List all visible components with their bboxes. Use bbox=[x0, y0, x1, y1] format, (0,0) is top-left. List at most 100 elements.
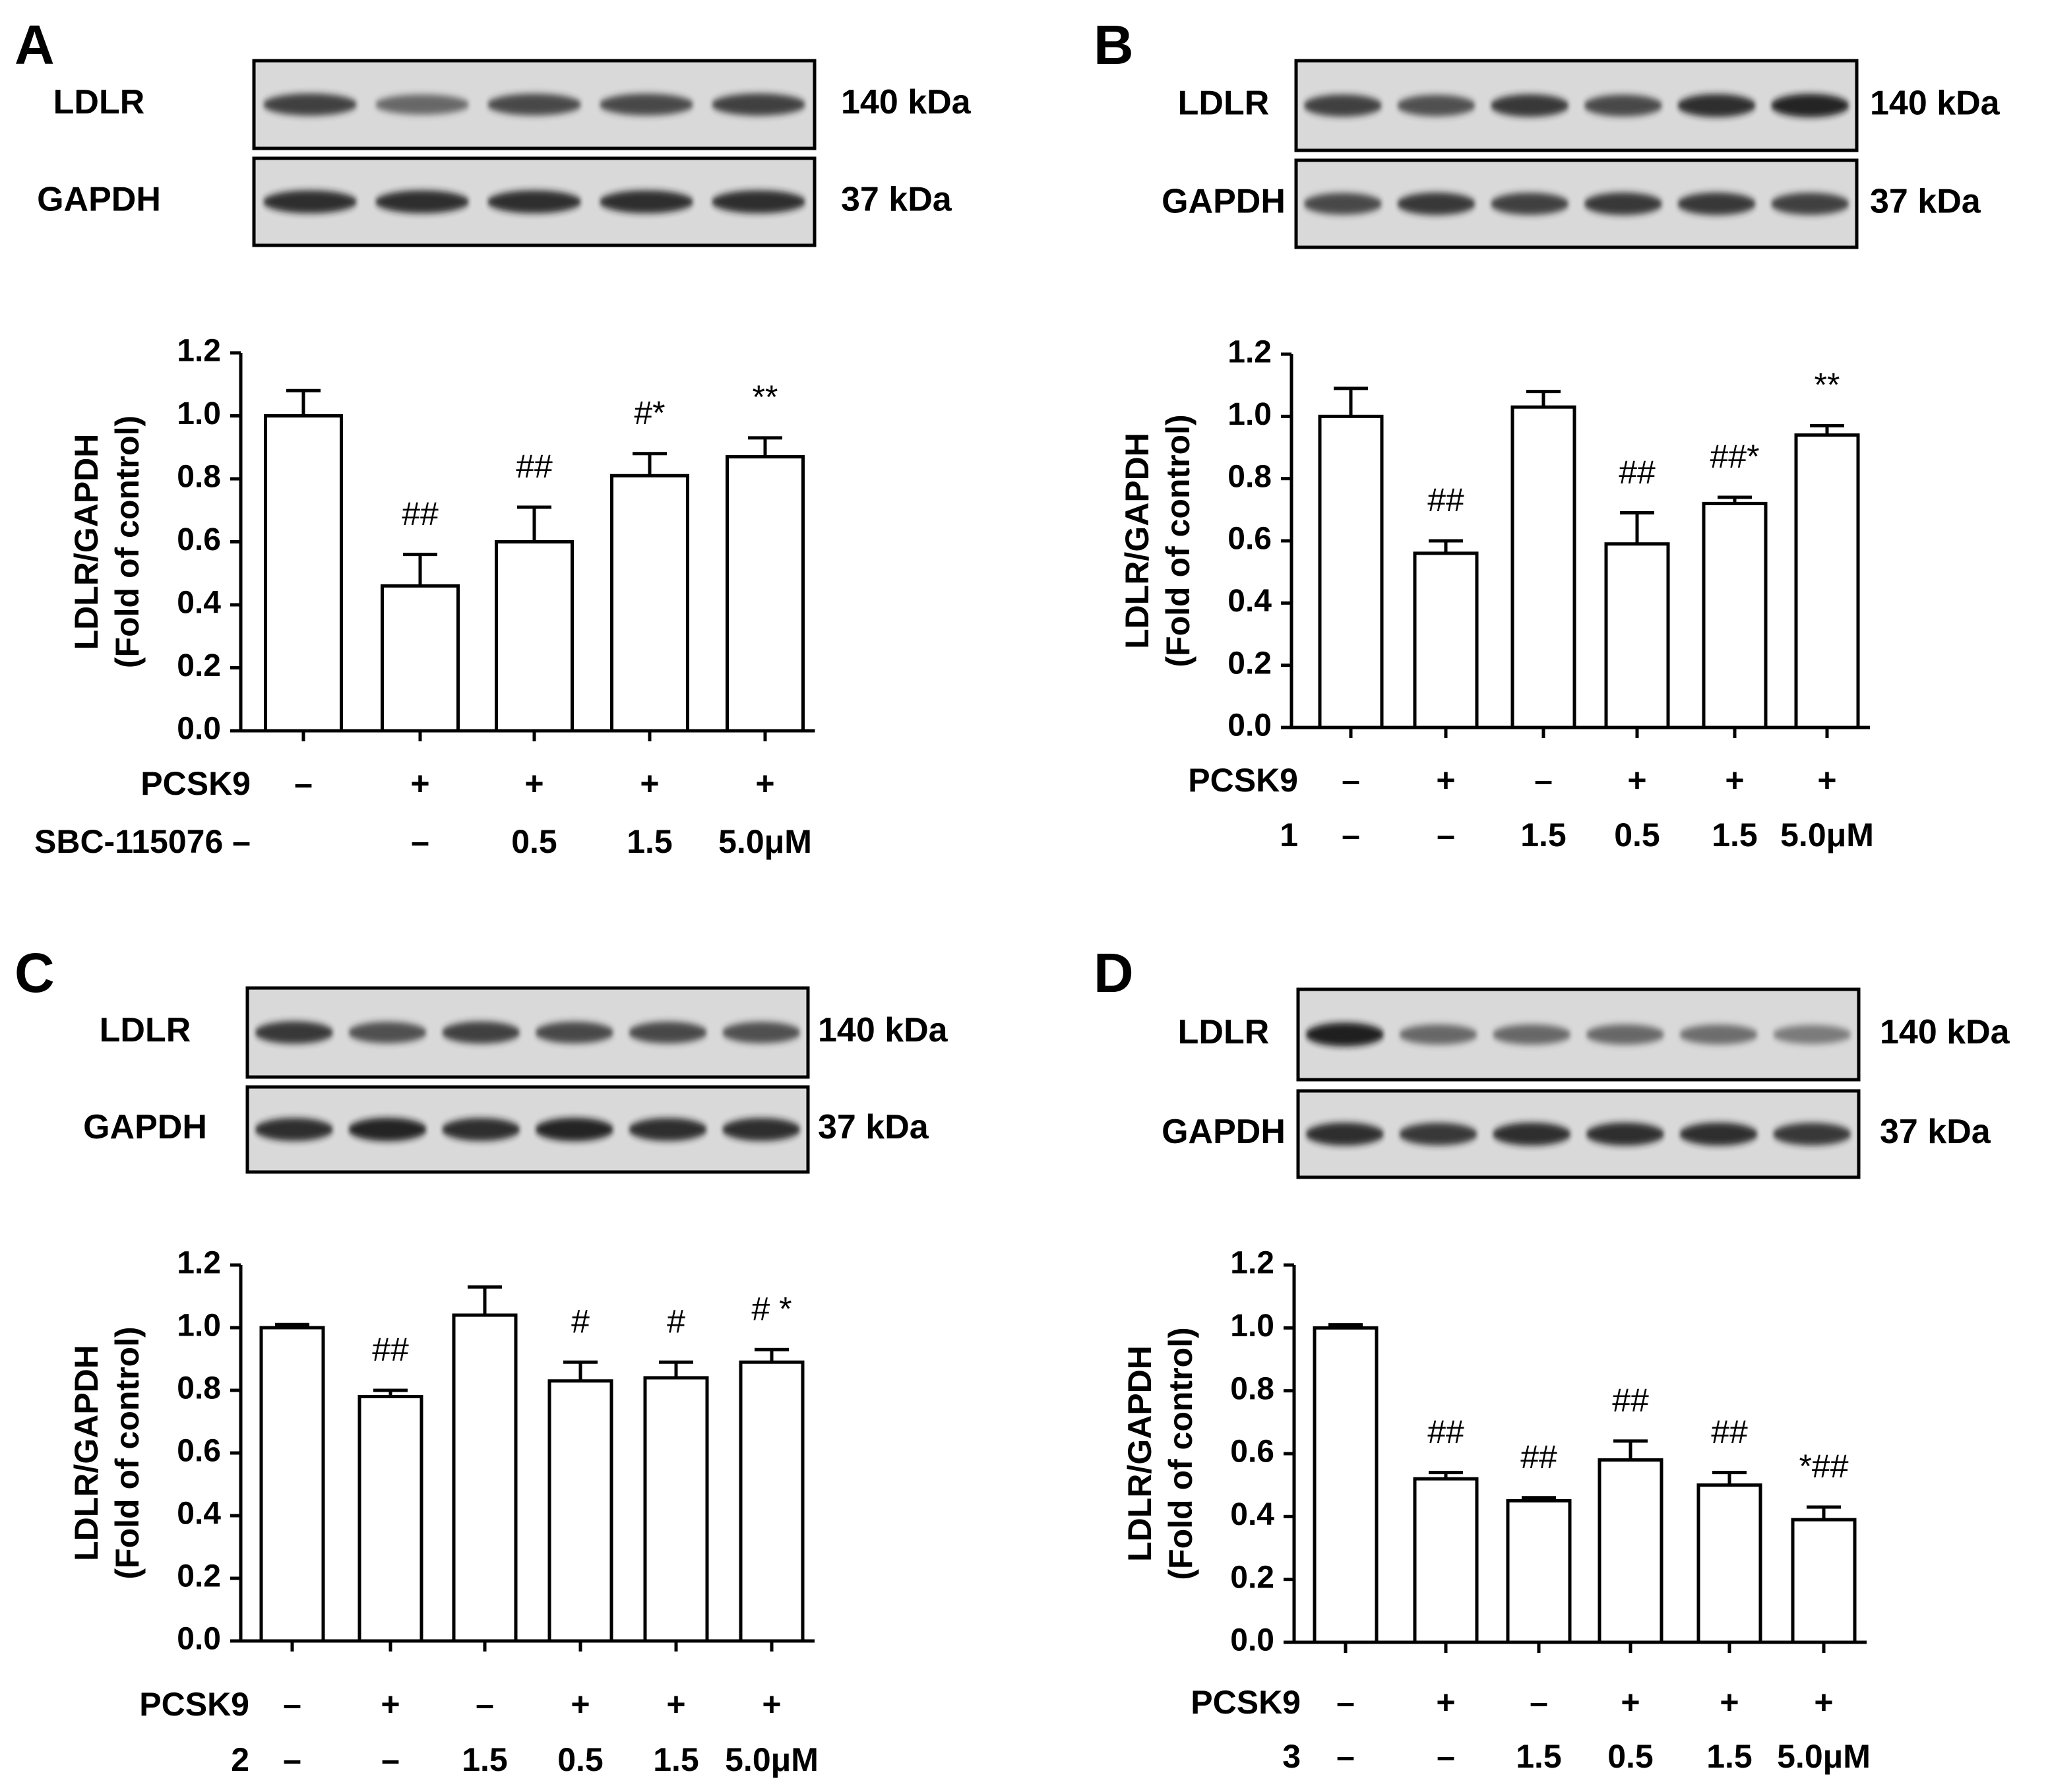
blot-band bbox=[1305, 1123, 1384, 1146]
bar bbox=[495, 540, 574, 733]
row-cell: 5.0μM bbox=[718, 823, 812, 860]
blot-band bbox=[1770, 193, 1849, 215]
row-label: PCSK9 bbox=[1188, 762, 1298, 799]
row-cell: + bbox=[1621, 1684, 1640, 1721]
blot-band bbox=[375, 190, 470, 214]
blot-band bbox=[348, 1117, 427, 1142]
y-axis-title-line-1: LDLR/GAPDH bbox=[68, 1345, 105, 1561]
row-label: PCSK9 bbox=[139, 1686, 249, 1723]
y-tick-label: 0.0 bbox=[177, 712, 221, 747]
row-cell: + bbox=[381, 1686, 400, 1723]
blot-band bbox=[1492, 1024, 1571, 1045]
y-tick-label: 0.2 bbox=[1227, 646, 1272, 681]
y-axis-title-line-1: LDLR/GAPDH bbox=[1119, 433, 1156, 649]
ldlr-label: LDLR bbox=[1178, 84, 1270, 123]
y-tick-label: 0.8 bbox=[1230, 1371, 1274, 1406]
row-cell: + bbox=[1627, 762, 1646, 799]
row-cell: 5.0μM bbox=[1777, 1738, 1871, 1775]
row-cell: – bbox=[1342, 762, 1360, 799]
row-cell: – bbox=[411, 823, 429, 860]
blot-band bbox=[1397, 192, 1475, 216]
blot-band bbox=[348, 1022, 427, 1043]
bar bbox=[357, 1395, 423, 1643]
y-tick-label: 0.6 bbox=[1230, 1435, 1274, 1469]
row-cell: + bbox=[1436, 762, 1455, 799]
ldlr-size-label: 140 kDa bbox=[1870, 84, 2001, 123]
y-tick-label: 0.0 bbox=[1230, 1623, 1274, 1658]
bar-chart: 0.0 0.2 0.4 0.6 0.8 1.0 1.2 LDLR/GAPDH (Fold of … bbox=[1121, 1246, 1871, 1776]
y-tick-label: 0.4 bbox=[177, 586, 221, 621]
row-cell: 1.5 bbox=[653, 1741, 699, 1778]
gapdh-size-label: 37 kDa bbox=[1880, 1113, 1991, 1151]
y-tick-label: 0.6 bbox=[177, 522, 221, 557]
row-cell: + bbox=[1814, 1684, 1833, 1721]
y-tick-label: 1.0 bbox=[177, 396, 221, 431]
y-axis-title: LDLR/GAPDH (Fold of control) bbox=[68, 416, 146, 668]
blot-band bbox=[1490, 193, 1569, 215]
blot-band bbox=[263, 93, 357, 116]
blot-band bbox=[1679, 1024, 1758, 1045]
ldlr-label: LDLR bbox=[100, 1011, 191, 1049]
ldlr-size-label: 140 kDa bbox=[841, 83, 972, 121]
compound-row: SBC-115076 – – 0.5 1.5 5.0μM bbox=[34, 823, 812, 860]
y-tick-label: 0.2 bbox=[1230, 1560, 1274, 1595]
ldlr-blot: LDLR 140 kDa bbox=[1178, 59, 2001, 152]
blot-band bbox=[722, 1022, 801, 1043]
row-cell: + bbox=[571, 1686, 590, 1723]
row-cell: + bbox=[1436, 1684, 1455, 1721]
blot-band bbox=[487, 94, 582, 115]
blot-band bbox=[1492, 1123, 1571, 1146]
gapdh-label: GAPDH bbox=[1162, 1113, 1286, 1151]
blot-band bbox=[1770, 94, 1849, 117]
y-tick-label: 0.6 bbox=[1227, 522, 1272, 557]
blot-band bbox=[441, 1118, 520, 1141]
row-label: 1 bbox=[1280, 817, 1298, 853]
significance-marker: #* bbox=[634, 394, 665, 431]
blot-band bbox=[1303, 193, 1382, 215]
significance-marker: ** bbox=[753, 379, 778, 416]
bar-chart: 0.0 0.2 0.4 0.6 0.8 1.0 1.2 LDLR/GAPDH (Fold of … bbox=[68, 1246, 819, 1779]
blot-band bbox=[255, 1118, 334, 1141]
blot-band bbox=[599, 94, 694, 115]
y-tick-label: 1.2 bbox=[1227, 335, 1272, 370]
significance-marker: *## bbox=[1799, 1448, 1848, 1485]
row-cell: 1.5 bbox=[1712, 817, 1758, 853]
y-axis-title-line-2: (Fold of control) bbox=[109, 1326, 146, 1579]
bar bbox=[452, 1313, 518, 1643]
blot-band bbox=[1305, 1022, 1384, 1047]
significance-marker: ## bbox=[402, 495, 439, 532]
row-cell: – bbox=[476, 1686, 494, 1723]
y-tick-label: 0.4 bbox=[1230, 1497, 1274, 1532]
row-cell: 1.5 bbox=[1516, 1738, 1562, 1775]
bar bbox=[1702, 501, 1768, 729]
bar bbox=[610, 474, 689, 733]
blot-frame bbox=[245, 1085, 810, 1174]
y-tick-label: 1.2 bbox=[177, 1246, 221, 1281]
compound-row: 3– –1.5 0.5 1.5 5.0μM bbox=[1282, 1738, 1871, 1775]
y-tick-label: 1.0 bbox=[1227, 397, 1272, 432]
blot-band bbox=[1490, 94, 1569, 117]
bar bbox=[547, 1379, 613, 1643]
panel-label: C bbox=[15, 942, 55, 1004]
y-tick-label: 1.2 bbox=[177, 334, 221, 369]
blot-band bbox=[722, 1118, 801, 1141]
blot-band bbox=[1677, 192, 1756, 216]
gapdh-label: GAPDH bbox=[37, 181, 161, 219]
ldlr-blot: LDLR 140 kDa bbox=[100, 986, 948, 1079]
blot-band bbox=[711, 190, 806, 214]
y-tick-label: 1.2 bbox=[1230, 1246, 1274, 1281]
row-label: PCSK9 bbox=[1191, 1684, 1301, 1721]
y-tick-label: 0.8 bbox=[1227, 459, 1272, 494]
significance-marker: ## bbox=[372, 1331, 409, 1368]
pcsk9-row: PCSK9– + – + + + bbox=[1191, 1684, 1833, 1721]
row-label: 2 bbox=[231, 1741, 249, 1778]
y-tick-label: 0.4 bbox=[177, 1497, 221, 1531]
blot-frame bbox=[1296, 1089, 1861, 1179]
row-cell: 0.5 bbox=[557, 1741, 604, 1778]
gapdh-label: GAPDH bbox=[1162, 183, 1286, 221]
y-tick-label: 0.6 bbox=[177, 1434, 221, 1469]
y-tick-label: 0.0 bbox=[177, 1622, 221, 1657]
compound-row: 1 – – 1.5 0.5 1.5 5.0μM bbox=[1280, 817, 1874, 853]
panel-label: A bbox=[15, 14, 55, 76]
blot-band bbox=[1586, 1024, 1665, 1045]
